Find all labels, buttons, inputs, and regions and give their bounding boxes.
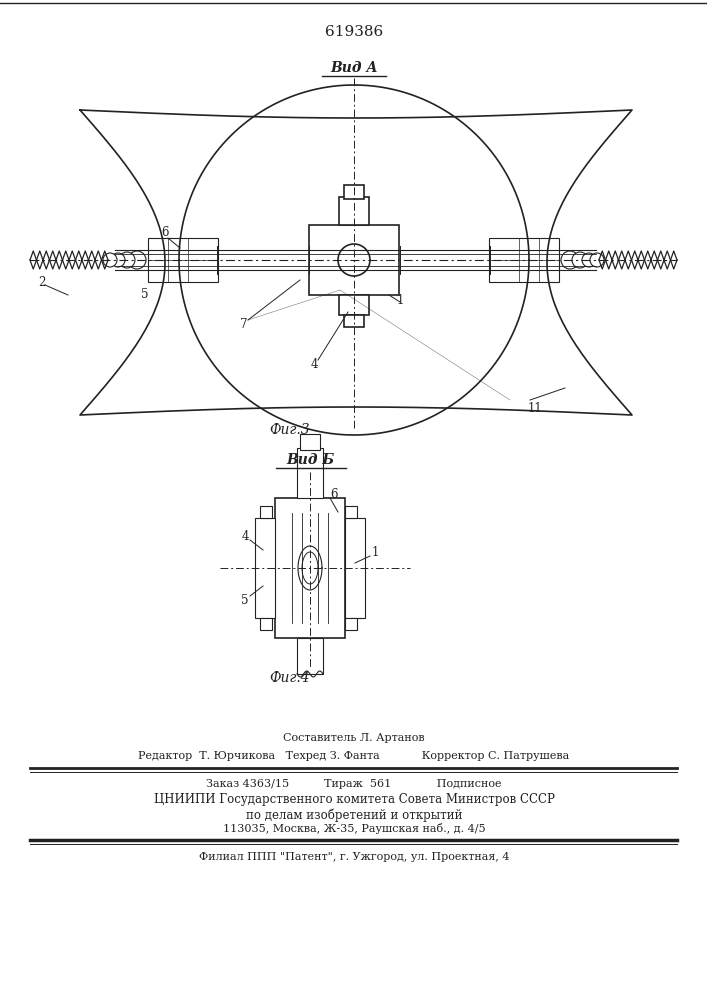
Text: по делам изобретений и открытий: по делам изобретений и открытий bbox=[246, 808, 462, 822]
Text: 1: 1 bbox=[371, 546, 379, 560]
Text: 6: 6 bbox=[330, 488, 338, 500]
Bar bbox=[339, 295, 369, 315]
Text: Фиг.4: Фиг.4 bbox=[269, 671, 310, 685]
Text: 1: 1 bbox=[397, 294, 404, 306]
Circle shape bbox=[119, 252, 135, 268]
Text: Составитель Л. Артанов: Составитель Л. Артанов bbox=[284, 733, 425, 743]
Text: Заказ 4363/15          Тираж  561             Подписное: Заказ 4363/15 Тираж 561 Подписное bbox=[206, 779, 502, 789]
Bar bbox=[148, 238, 218, 282]
Circle shape bbox=[111, 253, 125, 267]
Bar bbox=[309, 225, 399, 295]
Text: 5: 5 bbox=[141, 288, 148, 302]
Bar bbox=[260, 618, 272, 630]
Bar bbox=[297, 448, 323, 498]
Bar bbox=[489, 238, 559, 282]
Bar bbox=[344, 315, 364, 327]
Text: 7: 7 bbox=[240, 318, 247, 332]
Text: Вид Б: Вид Б bbox=[286, 453, 334, 467]
Text: 113035, Москва, Ж-35, Раушская наб., д. 4/5: 113035, Москва, Ж-35, Раушская наб., д. … bbox=[223, 824, 485, 834]
Circle shape bbox=[338, 244, 370, 276]
Circle shape bbox=[128, 251, 146, 269]
Circle shape bbox=[103, 253, 117, 267]
Bar bbox=[339, 197, 369, 225]
Circle shape bbox=[561, 251, 579, 269]
Bar bbox=[300, 434, 320, 450]
Bar bbox=[260, 506, 272, 518]
Circle shape bbox=[572, 252, 588, 268]
Text: 4: 4 bbox=[310, 359, 317, 371]
Text: Редактор  Т. Юрчикова   Техред З. Фанта            Корректор С. Патрушева: Редактор Т. Юрчикова Техред З. Фанта Кор… bbox=[139, 751, 570, 761]
Bar bbox=[345, 506, 357, 518]
Circle shape bbox=[590, 253, 604, 267]
Text: Филиал ППП "Патент", г. Ужгород, ул. Проектная, 4: Филиал ППП "Патент", г. Ужгород, ул. Про… bbox=[199, 852, 509, 862]
Bar bbox=[345, 618, 357, 630]
Bar bbox=[344, 185, 364, 199]
Text: Фиг.3: Фиг.3 bbox=[269, 423, 310, 437]
Text: 11: 11 bbox=[527, 401, 542, 414]
Text: ЦНИИПИ Государственного комитета Совета Министров СССР: ЦНИИПИ Государственного комитета Совета … bbox=[153, 794, 554, 806]
Text: 6: 6 bbox=[161, 227, 169, 239]
Circle shape bbox=[582, 253, 596, 267]
Text: Вид А: Вид А bbox=[330, 61, 378, 75]
Bar bbox=[275, 498, 345, 638]
Bar bbox=[255, 518, 275, 618]
Text: 5: 5 bbox=[241, 593, 249, 606]
Text: 619386: 619386 bbox=[325, 25, 383, 39]
Text: 4: 4 bbox=[241, 530, 249, 544]
Bar bbox=[297, 638, 323, 674]
Text: 2: 2 bbox=[38, 275, 46, 288]
Bar bbox=[345, 518, 365, 618]
